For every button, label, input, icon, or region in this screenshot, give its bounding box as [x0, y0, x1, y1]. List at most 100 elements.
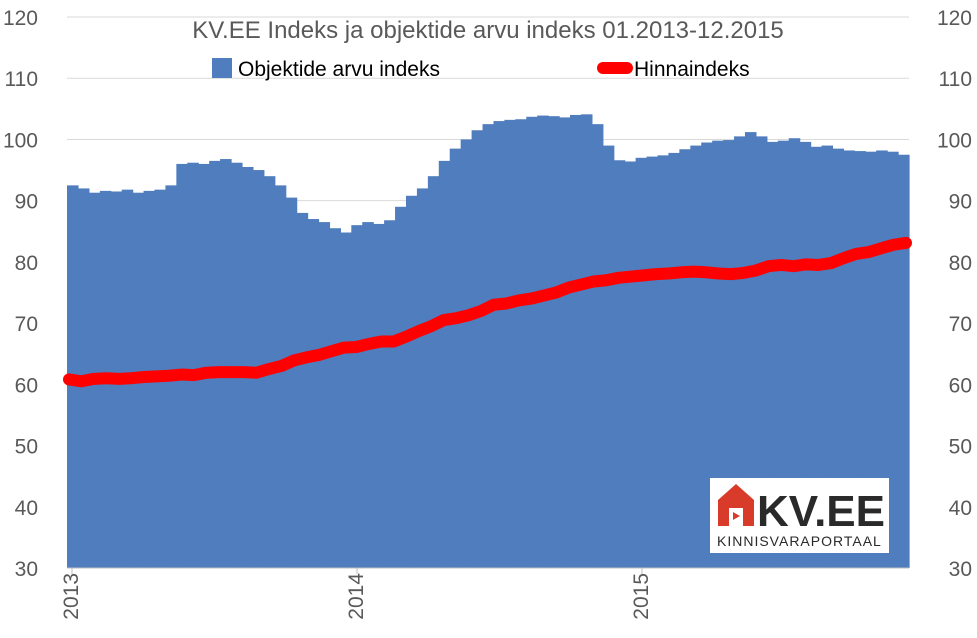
y-tick-label-left: 40: [15, 497, 38, 520]
area-bar: [755, 136, 768, 568]
area-bar: [427, 176, 440, 568]
area-bar: [493, 121, 506, 568]
area-bar: [624, 161, 637, 569]
area-bar: [799, 141, 812, 568]
area-bar: [843, 150, 855, 568]
area-bar: [198, 163, 210, 568]
y-axis-right: 30 40 50 60 70 80 90 100 110 120: [937, 7, 972, 581]
y-tick-label-right: 110: [939, 68, 972, 91]
y-tick-label-left: 110: [5, 68, 38, 91]
area-bar: [559, 117, 571, 569]
area-bar: [471, 130, 484, 568]
area-bar: [701, 142, 713, 568]
area-bar: [340, 232, 352, 568]
area-bar: [416, 188, 429, 569]
x-tick-label: 2015: [630, 573, 653, 620]
area-bar: [832, 148, 844, 568]
area-bar: [482, 124, 495, 568]
area-bar: [580, 114, 593, 568]
area-bar: [570, 114, 582, 569]
area-bar: [646, 156, 659, 568]
area-bar: [351, 225, 363, 568]
y-tick-label-left: 120: [3, 7, 38, 30]
area-bar: [810, 146, 823, 569]
area-bar: [668, 152, 680, 568]
area-bar: [657, 155, 670, 569]
area-bar: [723, 140, 735, 568]
area-bar: [220, 159, 232, 569]
y-tick-label-right: 80: [949, 252, 972, 275]
area-bar: [373, 223, 385, 568]
area-bar: [898, 154, 910, 568]
area-bar: [515, 119, 527, 569]
area-bar: [690, 145, 702, 568]
y-tick-label-right: 90: [949, 191, 972, 214]
y-tick-label-right: 100: [937, 129, 972, 152]
area-bar: [526, 116, 538, 568]
area-bar: [460, 139, 473, 568]
x-tick-label: 2013: [60, 573, 83, 620]
area-bar: [438, 160, 451, 568]
line-hinnaindeks: [63, 236, 912, 388]
area-bar: [504, 119, 516, 568]
area-bar: [187, 162, 199, 568]
area-bar: [876, 150, 888, 568]
y-tick-label-left: 90: [15, 191, 38, 214]
area-bar: [537, 115, 549, 568]
house-icon: [718, 484, 754, 526]
area-bar: [296, 212, 309, 568]
area-bar: [679, 149, 691, 569]
area-bar: [329, 228, 341, 568]
area-bar: [788, 138, 801, 568]
legend: Objektide arvu indeks Hinnaindeks: [212, 58, 750, 81]
y-tick-label-left: 100: [3, 129, 38, 152]
legend-swatch-objektide-arvu-indeks: [212, 58, 232, 78]
y-tick-label-right: 120: [937, 7, 972, 30]
y-tick-label-right: 50: [949, 436, 972, 459]
area-bar: [362, 222, 374, 568]
x-axis: 2013 2014 2015: [60, 567, 909, 620]
area-bar: [865, 151, 877, 568]
area-bar: [887, 151, 899, 568]
y-axis-left: 30 40 50 60 70 80 90 100 110 120: [3, 7, 38, 581]
area-bar: [405, 195, 418, 568]
area-bar: [635, 157, 648, 568]
area-bar: [821, 145, 834, 568]
kv-ee-logo: KV.EE KINNISVARAPORTAAL: [710, 478, 889, 553]
area-bar: [285, 197, 298, 569]
area-bar: [384, 220, 396, 568]
y-tick-label-left: 70: [15, 313, 38, 336]
y-tick-label-right: 70: [949, 313, 972, 336]
y-tick-label-left: 30: [15, 558, 38, 581]
line-series-hinnaindeks: [63, 236, 912, 388]
y-tick-label-right: 60: [949, 374, 972, 397]
area-bar: [548, 116, 560, 569]
area-bar: [613, 160, 626, 568]
area-bar: [591, 124, 604, 568]
area-bar: [209, 160, 221, 568]
area-bar: [176, 163, 188, 568]
area-bar: [318, 222, 331, 568]
chart-title: KV.EE Indeks ja objektide arvu indeks 01…: [192, 17, 784, 44]
x-tick-label: 2014: [345, 573, 368, 620]
logo-name: KV.EE: [757, 487, 885, 536]
y-tick-label-right: 30: [949, 558, 972, 581]
area-bar: [744, 132, 757, 568]
y-tick-label-left: 60: [15, 374, 38, 397]
area-bar: [734, 136, 746, 568]
y-tick-label-left: 50: [15, 436, 38, 459]
y-tick-label-right: 40: [949, 497, 972, 520]
area-bar: [712, 140, 724, 569]
area-bar: [395, 206, 407, 569]
area-bar: [854, 151, 866, 568]
y-tick-label-left: 80: [15, 252, 38, 275]
area-bar: [602, 145, 615, 568]
area-bar: [449, 148, 462, 568]
legend-label-objektide-arvu-indeks: Objektide arvu indeks: [238, 58, 440, 81]
area-bar: [777, 140, 790, 569]
area-bar: [766, 141, 779, 568]
area-bar: [274, 185, 287, 569]
legend-label-hinnaindeks: Hinnaindeks: [634, 58, 750, 81]
area-bar: [231, 162, 243, 568]
